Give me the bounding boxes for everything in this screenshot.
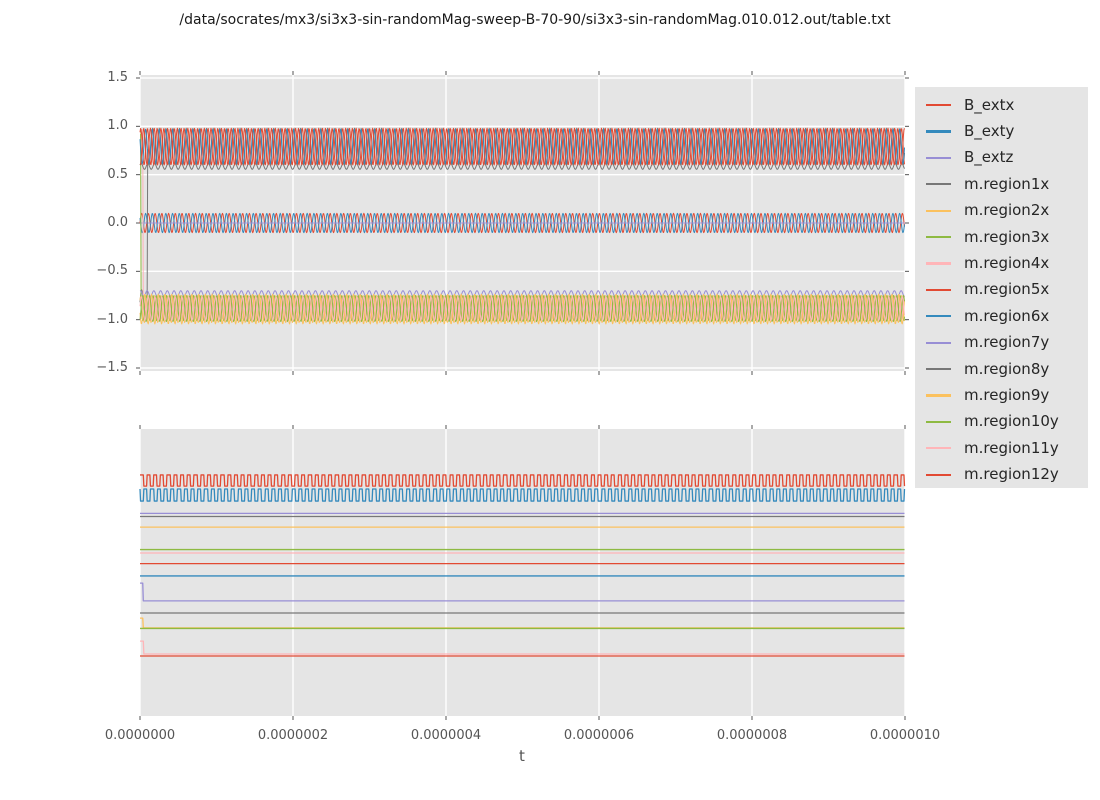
legend-line-sample-icon [926, 473, 951, 476]
legend-item: B_extx [915, 92, 1088, 118]
legend-item-label: B_extx [964, 95, 1015, 114]
x-tick-label: 0.0000004 [410, 728, 482, 743]
bottom-panel-plot-area [139, 425, 906, 720]
series-line-bottom-B_extx [139, 474, 906, 487]
top-panel-plot-area [136, 71, 909, 375]
y-tick-label: 0.5 [107, 166, 128, 182]
series-line-top-B_exty [139, 212, 905, 234]
y-tick-label: 0.0 [107, 215, 128, 230]
panel-background [140, 429, 905, 716]
series-line-top-m.region12y [139, 127, 905, 166]
legend-item-label: m.region12y [964, 465, 1059, 484]
legend-line-sample-icon [926, 447, 951, 450]
series-line-top-B_extx [139, 212, 905, 234]
legend-line-sample-icon [926, 368, 951, 371]
x-tick-label: 0.0000002 [257, 728, 329, 743]
series-line-top-m.region8y [139, 163, 905, 170]
x-tick-label: 0.0000010 [869, 728, 941, 743]
legend-item: m.region5x [915, 277, 1088, 303]
legend: B_extx B_exty B_extz m.region1x m.region2x m.… [915, 87, 1088, 488]
legend-line-sample-icon [926, 315, 951, 318]
legend-item: m.region10y [915, 409, 1088, 435]
x-axis-label: t [519, 747, 525, 765]
legend-item-label: m.region6x [964, 306, 1050, 325]
legend-item: m.region6x [915, 303, 1088, 329]
legend-item: m.region2x [915, 198, 1088, 224]
y-tick-label: −1.5 [96, 360, 128, 375]
legend-item-label: B_exty [964, 122, 1015, 141]
y-tick-label: 1.5 [107, 69, 128, 85]
legend-item: B_exty [915, 118, 1088, 144]
legend-item-label: m.region9y [964, 385, 1050, 404]
legend-item-label: m.region11y [964, 438, 1059, 457]
legend-line-sample-icon [926, 104, 951, 107]
legend-item-label: m.region10y [964, 412, 1059, 431]
legend-item: m.region4x [915, 250, 1088, 276]
legend-item: m.region7y [915, 330, 1088, 356]
legend-item-label: m.region8y [964, 359, 1050, 378]
chart-title: /data/socrates/mx3/si3x3-sin-randomMag-s… [179, 12, 891, 28]
y-tick-label: −1.0 [96, 311, 128, 327]
series-line-bottom-m.region7y [139, 582, 905, 602]
x-tick-label: 0.0000000 [104, 728, 176, 743]
y-tick-label: −0.5 [96, 263, 128, 279]
legend-item-label: m.region2x [964, 201, 1050, 220]
legend-line-sample-icon [926, 236, 951, 239]
legend-item-label: m.region7y [964, 333, 1050, 352]
legend-line-sample-icon [926, 130, 951, 133]
legend-line-sample-icon [926, 209, 951, 212]
series-line-bottom-m.region11y [139, 640, 905, 655]
x-tick-label: 0.0000006 [563, 728, 635, 743]
legend-line-sample-icon [926, 420, 951, 423]
legend-item-label: B_extz [964, 148, 1014, 167]
legend-line-sample-icon [926, 262, 951, 265]
legend-item: m.region12y [915, 461, 1088, 487]
legend-item: B_extz [915, 145, 1088, 171]
legend-item: m.region11y [915, 435, 1088, 461]
legend-item: m.region1x [915, 171, 1088, 197]
legend-item: m.region8y [915, 356, 1088, 382]
legend-line-sample-icon [926, 156, 951, 160]
legend-line-sample-icon [926, 394, 951, 397]
legend-line-sample-icon [926, 341, 951, 344]
y-tick-label: 1.0 [107, 118, 128, 134]
series-line-top-m.region6x [139, 128, 905, 165]
series-line-bottom-B_exty [139, 488, 906, 502]
series-line-top-m.region11y [139, 295, 905, 322]
legend-item-label: m.region5x [964, 280, 1050, 299]
legend-item: m.region3x [915, 224, 1088, 250]
x-tick-label: 0.0000008 [716, 728, 788, 743]
legend-line-sample-icon [926, 288, 951, 292]
legend-item-label: m.region1x [964, 174, 1050, 193]
legend-item-label: m.region3x [964, 227, 1050, 246]
legend-item-label: m.region4x [964, 254, 1050, 273]
legend-item: m.region9y [915, 382, 1088, 408]
legend-line-sample-icon [926, 183, 951, 186]
